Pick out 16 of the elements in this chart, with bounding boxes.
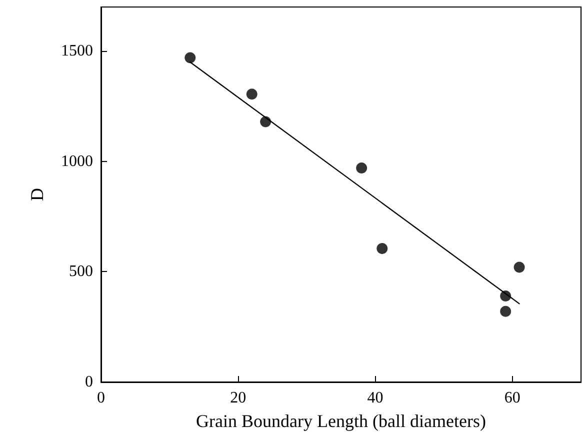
x-tick-label: 0 <box>97 390 105 406</box>
y-tick-label: 500 <box>69 263 93 280</box>
x-axis-title: Grain Boundary Length (ball diameters) <box>196 411 486 431</box>
point <box>184 52 196 64</box>
point <box>500 306 512 317</box>
point <box>246 88 258 100</box>
point <box>356 162 368 174</box>
y-axis-title: D <box>27 188 47 201</box>
y-tick-label: 0 <box>85 374 93 390</box>
x-tick-label: 40 <box>367 390 384 406</box>
y-tick-label: 1000 <box>61 152 93 170</box>
x-tick-label: 60 <box>504 390 520 406</box>
point <box>376 243 388 254</box>
point <box>514 262 525 273</box>
y-tick-label: 1500 <box>61 42 93 60</box>
x-tick-label: 20 <box>230 390 246 406</box>
